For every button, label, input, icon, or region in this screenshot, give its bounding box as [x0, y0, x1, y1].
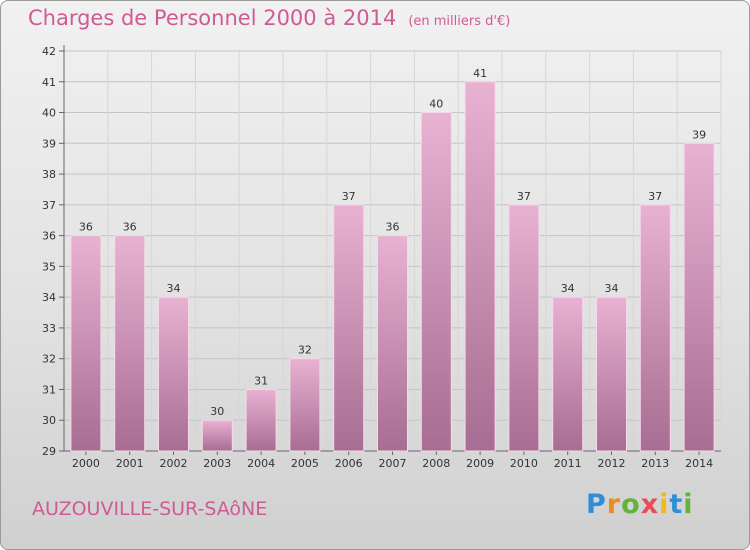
y-tick-label: 29	[42, 445, 56, 458]
bar	[70, 235, 102, 452]
chart-subtitle: (en milliers d'€)	[408, 14, 511, 29]
bar-value-label: 37	[342, 190, 356, 203]
chart-title-text: Charges de Personnel 2000 à 2014	[28, 6, 397, 30]
y-tick-label: 40	[42, 107, 56, 120]
logo-letter: o	[621, 489, 641, 520]
bar-value-label: 36	[123, 221, 137, 234]
y-tick-label: 33	[42, 322, 56, 335]
bar-value-label: 37	[648, 190, 662, 203]
x-tick-label: 2009	[466, 457, 494, 470]
x-tick-label: 2007	[379, 457, 407, 470]
y-tick-label: 32	[42, 353, 56, 366]
bar	[508, 204, 540, 452]
x-tick-label: 2013	[641, 457, 669, 470]
town-name: AUZOUVILLE-SUR-SAôNE	[32, 498, 268, 520]
bar	[333, 204, 365, 452]
labels: 36 2000 36 2001 34 2002 30 2003 31 2004 32 2005 37 20…	[72, 67, 713, 470]
logo-letter: t	[669, 489, 684, 520]
x-tick-label: 2003	[203, 457, 231, 470]
x-tick-label: 2002	[160, 457, 188, 470]
x-tick-label: 2000	[72, 457, 100, 470]
x-tick-label: 2012	[598, 457, 626, 470]
logo-letter: i	[659, 489, 670, 520]
x-tick-label: 2005	[291, 457, 319, 470]
bar	[596, 296, 627, 452]
y-tick-label: 39	[42, 137, 56, 150]
bar	[114, 235, 146, 452]
y-tick-label: 35	[42, 260, 56, 273]
bar-value-label: 30	[210, 405, 224, 418]
bar	[245, 388, 277, 452]
bar-value-label: 32	[298, 344, 312, 357]
bar-value-label: 34	[605, 282, 619, 295]
x-tick-label: 2010	[510, 457, 538, 470]
bar-value-label: 34	[561, 282, 575, 295]
bar-value-label: 40	[429, 98, 443, 111]
y-tick-label: 38	[42, 168, 56, 181]
logo-letter: i	[683, 489, 694, 520]
bar	[639, 204, 671, 452]
x-tick-label: 2006	[335, 457, 363, 470]
x-tick-label: 2004	[247, 457, 275, 470]
x-tick-label: 2001	[116, 457, 144, 470]
x-tick-label: 2014	[685, 457, 713, 470]
x-tick-label: 2011	[554, 457, 582, 470]
bar	[552, 296, 584, 452]
y-tick-label: 31	[42, 383, 56, 396]
logo-letter: r	[606, 489, 622, 520]
y-tick-label: 34	[42, 291, 56, 304]
bar	[158, 296, 189, 452]
y-tick-label: 37	[42, 199, 56, 212]
y-tick-label: 41	[42, 76, 56, 89]
bar-value-label: 34	[167, 282, 181, 295]
bar-value-label: 36	[79, 221, 93, 234]
bar-value-label: 37	[517, 190, 531, 203]
bar	[683, 142, 715, 452]
y-tick-label: 36	[42, 230, 56, 243]
bar	[289, 358, 321, 452]
bars	[70, 81, 715, 452]
logo-letter: P	[586, 489, 607, 520]
bar	[377, 235, 408, 452]
bar-value-label: 36	[386, 221, 400, 234]
y-tick-label: 42	[42, 45, 56, 58]
bar-value-label: 39	[692, 128, 706, 141]
bar-value-label: 31	[254, 374, 268, 387]
proxiti-logo[interactable]: Proxiti	[586, 489, 694, 520]
x-tick-label: 2008	[422, 457, 450, 470]
bar	[201, 419, 233, 452]
bar-value-label: 41	[473, 67, 487, 80]
chart-title: Charges de Personnel 2000 à 2014 (en mill…	[28, 6, 510, 30]
y-tick-label: 30	[42, 414, 56, 427]
bar	[464, 81, 496, 452]
bar	[420, 112, 452, 452]
logo-letter: x	[640, 489, 660, 520]
